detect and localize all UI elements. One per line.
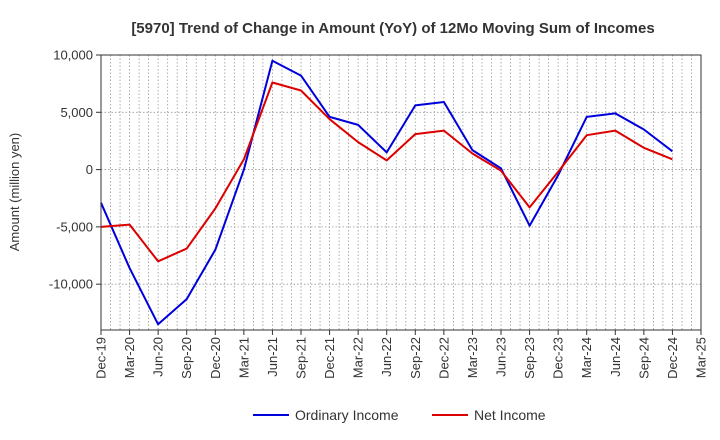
x-tick-label: Jun-24 xyxy=(608,337,623,377)
y-tick-label: 5,000 xyxy=(60,105,93,120)
x-tick-label: Sep-23 xyxy=(522,337,537,379)
x-tick-label: Sep-21 xyxy=(294,337,309,379)
x-tick-label: Jun-22 xyxy=(379,337,394,377)
y-axis-label: Amount (million yen) xyxy=(7,133,22,252)
chart-title: [5970] Trend of Change in Amount (YoY) o… xyxy=(131,20,654,37)
x-tick-label: Mar-20 xyxy=(122,337,137,378)
x-tick-label: Dec-21 xyxy=(322,337,337,379)
plot-frame xyxy=(100,54,702,331)
y-tick-label: -10,000 xyxy=(49,277,93,292)
x-tick-label: Jun-20 xyxy=(151,337,166,377)
x-tick-label: Jun-21 xyxy=(265,337,280,377)
x-tick-label: Dec-24 xyxy=(665,337,680,379)
x-tick-label: Sep-24 xyxy=(636,337,651,379)
series-lines xyxy=(100,59,674,326)
legend-label-ordinary-income: Ordinary Income xyxy=(295,407,399,423)
legend-label-net-income: Net Income xyxy=(474,407,546,423)
y-axis-ticks: 10,000 5,000 0 -5,000 -10,000 xyxy=(49,48,101,292)
y-tick-label: -5,000 xyxy=(56,219,93,234)
grid xyxy=(101,54,701,330)
y-tick-label: 10,000 xyxy=(53,48,93,63)
x-tick-label: Dec-19 xyxy=(94,337,109,379)
x-tick-label: Sep-20 xyxy=(179,337,194,379)
x-tick-label: Dec-20 xyxy=(208,337,223,379)
x-tick-label: Mar-24 xyxy=(579,337,594,378)
x-tick-label: Dec-23 xyxy=(551,337,566,379)
x-tick-label: Mar-25 xyxy=(694,337,709,378)
plot-border xyxy=(100,54,702,331)
x-tick-label: Sep-22 xyxy=(408,337,423,379)
x-tick-label: Mar-21 xyxy=(236,337,251,378)
y-tick-label: 0 xyxy=(86,162,93,177)
legend: Ordinary Income Net Income xyxy=(253,407,546,423)
series-line-ordinary-income xyxy=(100,59,674,326)
x-tick-label: Mar-22 xyxy=(351,337,366,378)
x-tick-label: Mar-23 xyxy=(465,337,480,378)
x-tick-label: Jun-23 xyxy=(494,337,509,377)
x-axis-ticks: Dec-19 Mar-20 Jun-20 Sep-20 Dec-20 Mar-21 Jun-… xyxy=(94,330,709,379)
series-line-net-income xyxy=(100,81,673,263)
x-tick-label: Dec-22 xyxy=(436,337,451,379)
